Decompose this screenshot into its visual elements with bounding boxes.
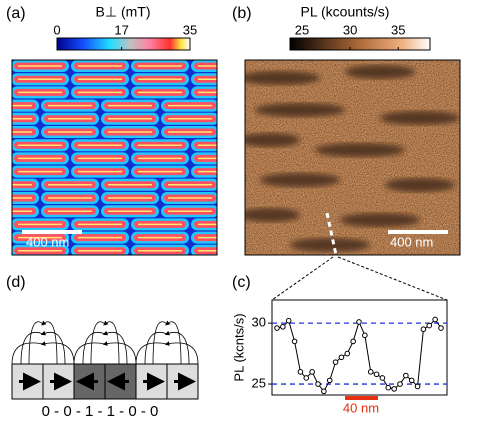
y-axis-label: PL (kcnts/s) [231,313,246,381]
colorbar-tick-label: 25 [295,22,309,37]
data-point [297,369,304,375]
field-line [73,342,106,365]
data-point [397,381,403,387]
data-point [274,325,280,331]
data-point [356,319,362,325]
data-point [344,350,351,357]
field-line [135,342,168,365]
y-tick-label: 25 [252,375,266,390]
stripe [0,63,6,70]
field-map [0,60,217,257]
stripe [0,142,6,149]
colorbar-tick-label: 17 [114,22,128,37]
stripe [0,234,6,241]
scale-bar-label: 400 nm [26,234,69,249]
data-point [338,354,345,361]
colorbar [56,37,191,51]
field-line [20,332,44,365]
field-line [82,332,106,365]
data-point [408,377,415,384]
stripe-halo [0,73,9,85]
data-point [373,371,380,378]
field-line [164,330,190,365]
stripe-halo [0,139,9,151]
field-line [11,342,44,365]
plot-frame [271,299,448,396]
data-point [438,325,444,331]
data-point [285,317,292,324]
stripe [0,168,6,175]
data-point [326,377,333,384]
stripe-halo [0,218,9,230]
colorbar-tick-label: 35 [391,22,405,37]
stripe [0,76,6,83]
data-point [385,384,392,391]
data-point [350,338,356,345]
data-point [414,383,421,390]
field-line [103,320,120,365]
data-point [391,386,397,392]
data-point [280,323,286,330]
stripe [0,155,6,162]
stripe-halo [0,152,9,164]
data-point [309,369,315,375]
bit-string: 0 - 0 - 1 - 1 - 0 - 0 [42,403,159,420]
data-point [362,332,368,339]
scale-bar-label: 40 nm [343,400,379,415]
colorbar-tick-label: 35 [183,22,197,37]
data-point [367,369,374,375]
field-line [40,341,75,365]
data-point [291,338,298,345]
field-line [41,320,58,365]
data-point [403,372,409,379]
field-line [144,332,168,365]
field-line [90,321,106,365]
frame [244,59,461,256]
pl-map [245,60,460,255]
colorbar [289,37,431,51]
field-line [165,320,182,365]
stripe [0,221,6,228]
data-point [315,381,321,387]
panel-label: (d) [6,274,26,291]
data-point [420,326,427,333]
field-line [40,330,66,365]
data-point [303,375,310,381]
colorbar-tick-label: 30 [343,22,357,37]
panel-label: (b) [232,5,252,22]
field-line [164,341,199,365]
colorbar-tick-label: 0 [53,22,60,37]
data-point [432,316,438,323]
panel-label: (c) [232,274,251,291]
linecut [325,212,338,256]
zoom-line [271,256,334,301]
field-line [28,321,44,365]
field-line [102,330,128,365]
data-point [379,375,386,381]
data-point [332,359,339,365]
field-line [102,341,137,365]
colorbar-title: PL (kcounts/s) [301,4,390,20]
frame [11,59,218,256]
stripe-halo [0,60,9,72]
data-line [276,318,442,393]
zoom-line [337,256,448,301]
stripe [0,247,6,254]
stripe-halo [0,232,9,244]
stripe-halo [0,166,9,178]
stripe [0,89,6,96]
stripe-halo [0,86,9,98]
y-tick-label: 30 [252,315,266,330]
scale-bar-label: 400 nm [390,234,433,249]
panel-label: (a) [6,5,26,22]
colorbar-title: B⊥ (mT) [96,4,151,20]
data-point [426,322,433,329]
noise [245,60,460,255]
stripe-halo [0,245,9,257]
magnet-diagram [11,320,199,400]
field-line [152,321,168,365]
data-point [321,388,327,395]
